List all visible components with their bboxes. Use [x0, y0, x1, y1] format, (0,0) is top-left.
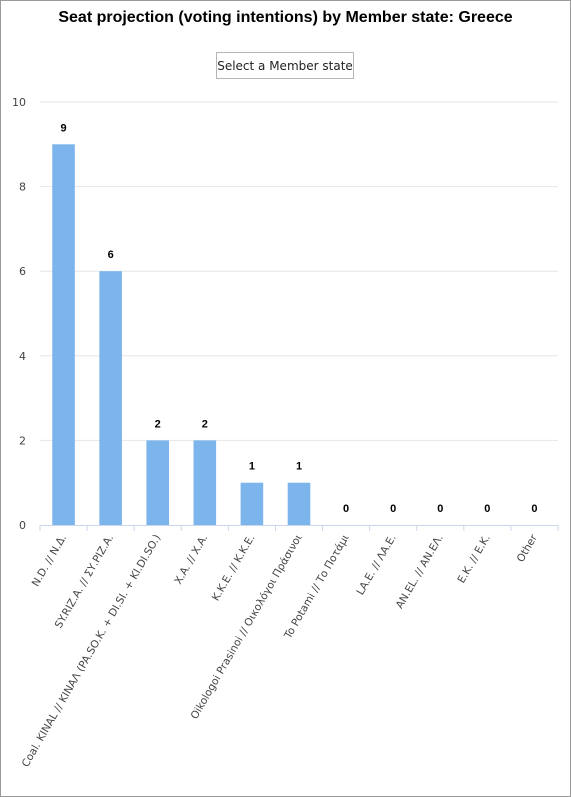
data-label: 0 — [484, 503, 490, 515]
bar[interactable] — [99, 271, 122, 525]
data-label: 0 — [531, 503, 537, 515]
bar[interactable] — [52, 144, 75, 526]
y-tick-label: 4 — [19, 350, 26, 363]
y-tick-label: 10 — [12, 96, 26, 109]
chart-title: Seat projection (voting intentions) by M… — [58, 9, 513, 26]
bar[interactable] — [240, 482, 264, 525]
data-label: 0 — [343, 503, 349, 515]
data-label: 1 — [249, 461, 255, 473]
y-tick-label: 0 — [19, 519, 26, 532]
data-label: 2 — [155, 418, 161, 430]
x-tick-label: LA.E. // ΛΑ.Ε. — [354, 533, 398, 598]
data-label: 0 — [437, 503, 443, 515]
x-tick-label: E.K. // E.K. — [455, 533, 492, 586]
select-member-state-button[interactable]: Select a Member state — [216, 52, 354, 79]
x-tick-label: Other — [515, 532, 541, 564]
y-tick-label: 2 — [19, 434, 26, 447]
bar[interactable] — [193, 440, 217, 525]
gridlines — [40, 101, 558, 441]
x-tick-label: AN.EL. // AN.ΕΛ. — [394, 533, 446, 611]
x-tick-label: X.A. // X.A. — [172, 533, 210, 587]
bar[interactable] — [146, 440, 170, 525]
data-label: 1 — [296, 461, 302, 473]
axes — [39, 525, 559, 531]
bar[interactable] — [287, 482, 311, 525]
data-label: 2 — [202, 418, 208, 430]
y-tick-label: 8 — [19, 181, 26, 194]
data-label: 0 — [390, 503, 396, 515]
bars — [52, 144, 311, 526]
y-tick-label: 6 — [19, 265, 26, 278]
data-label: 9 — [60, 122, 66, 134]
x-tick-label: K.K.E. // K.K.E. — [210, 533, 258, 604]
x-tick-label: N.D. // Ν.Δ. — [30, 533, 69, 589]
data-label: 6 — [108, 249, 114, 261]
